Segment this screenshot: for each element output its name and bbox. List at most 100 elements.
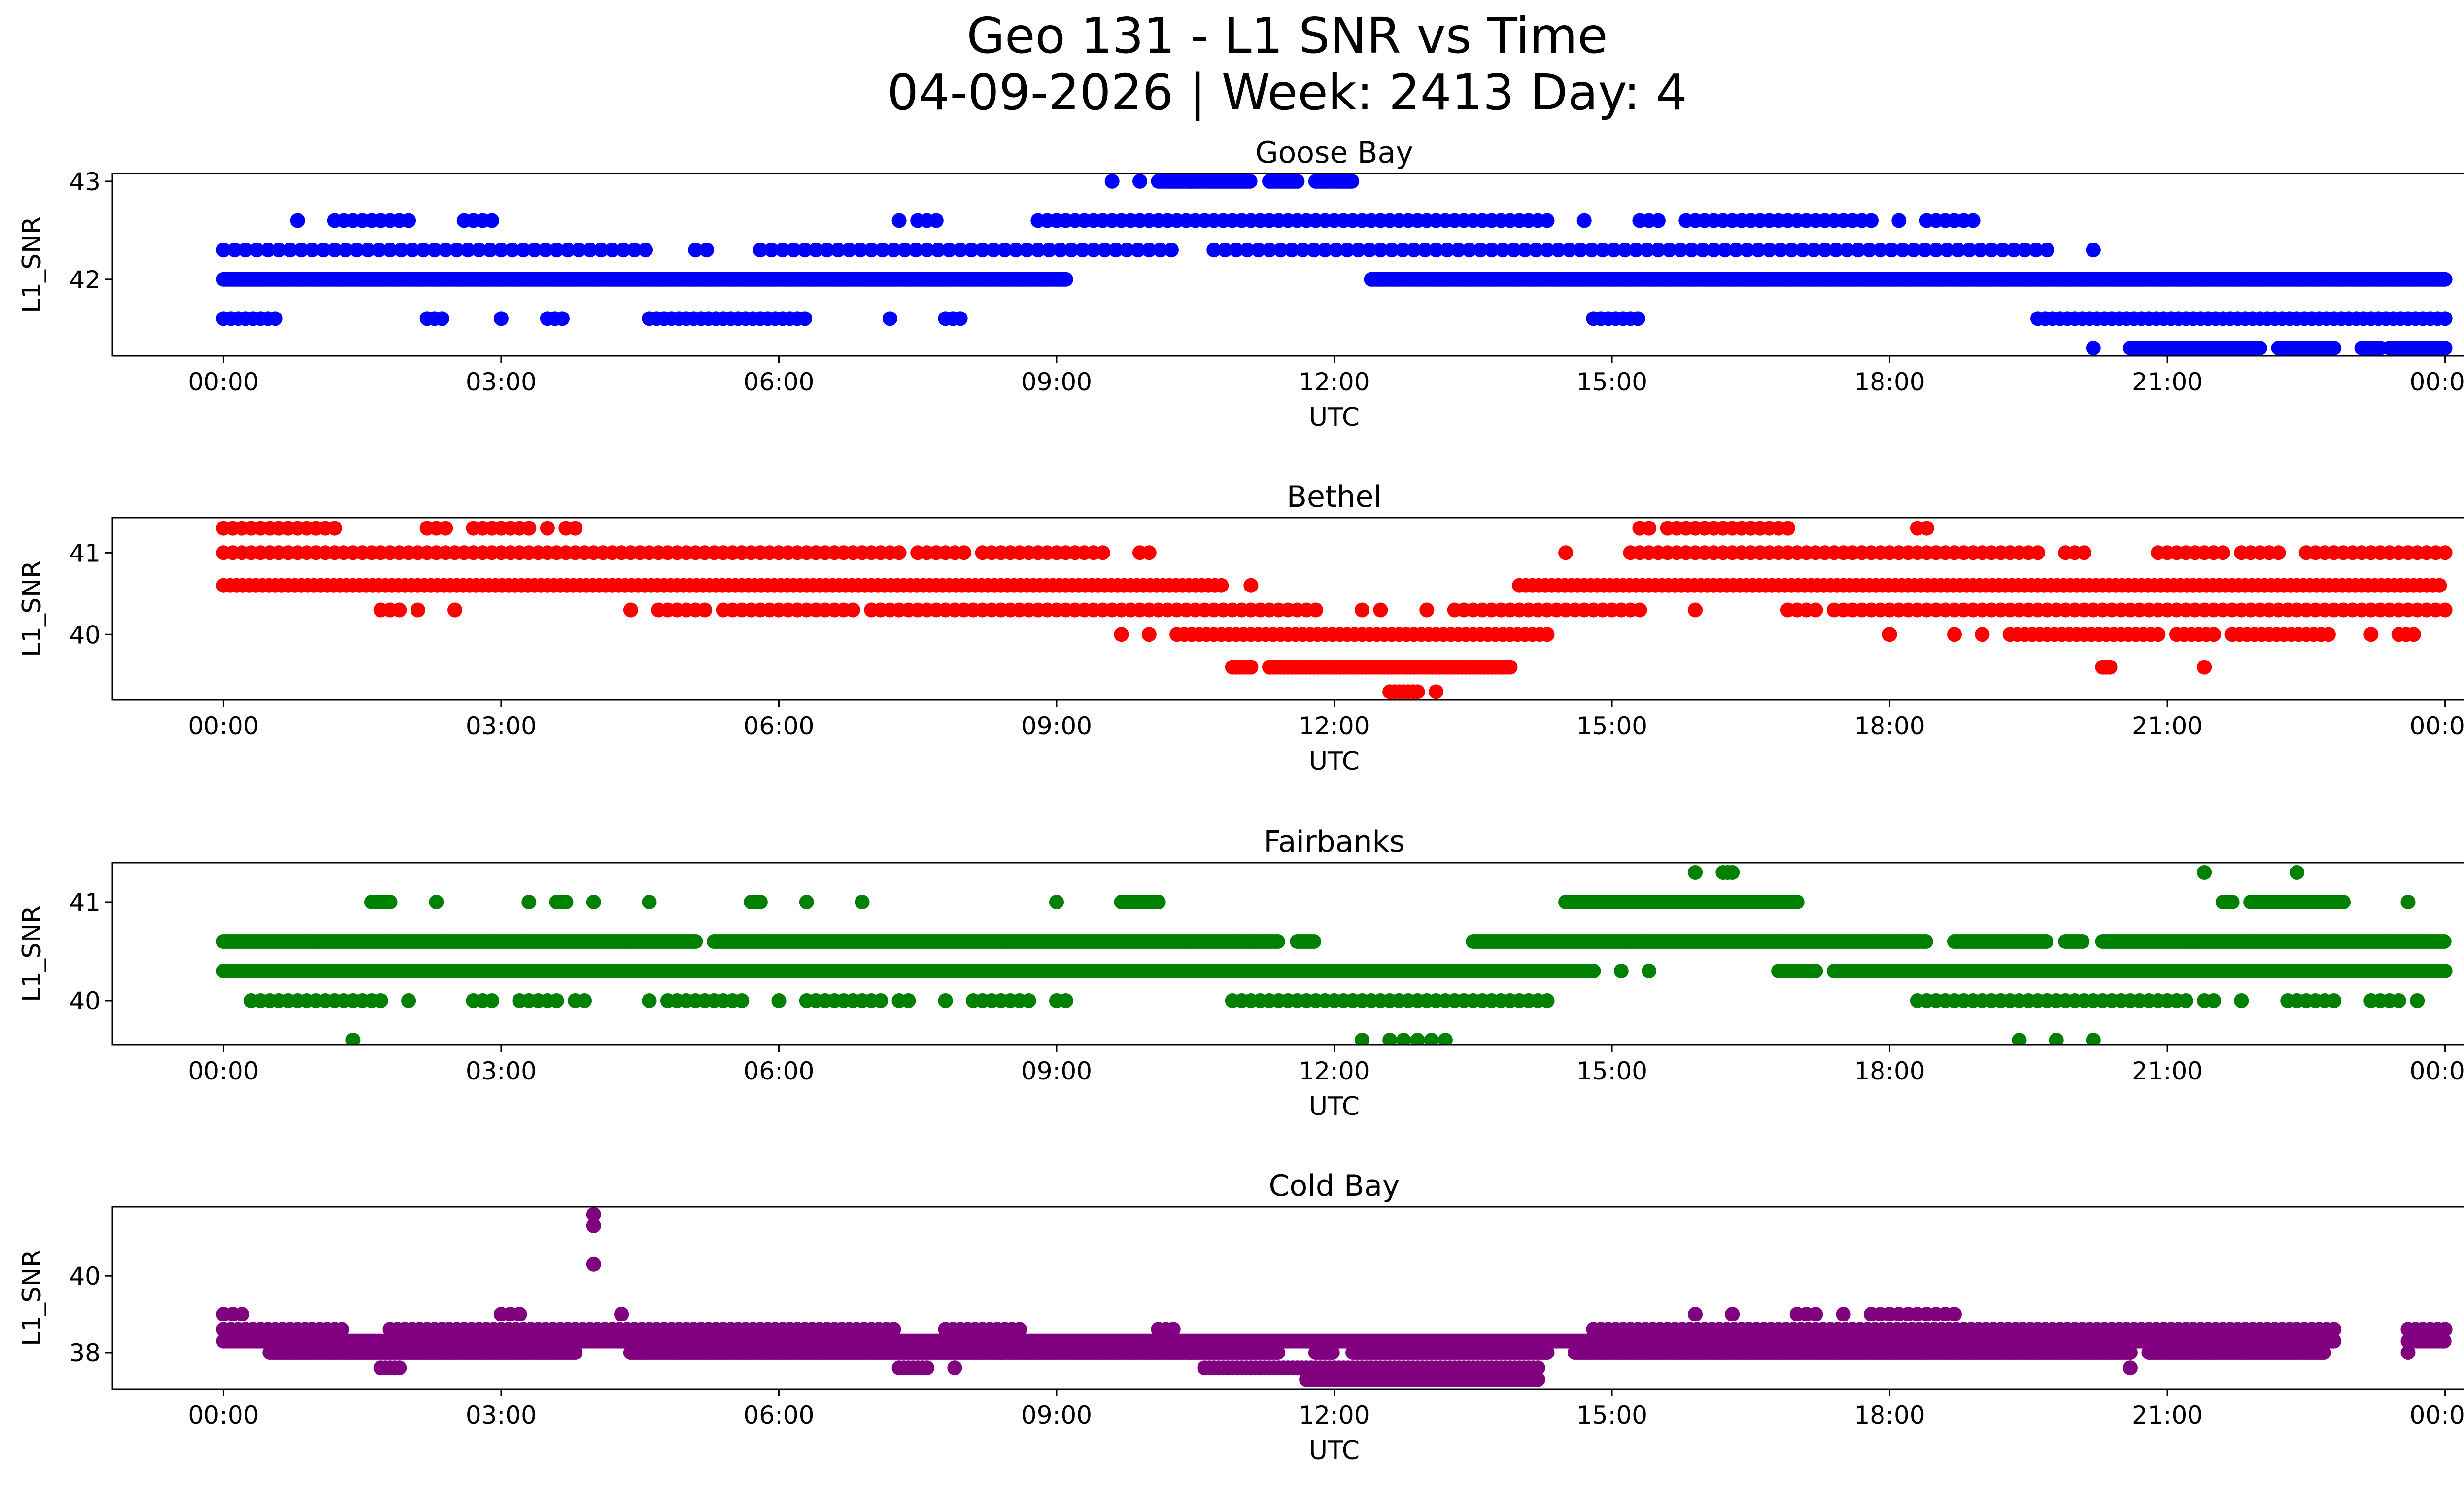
data-point: [1439, 243, 1455, 258]
data-point: [2086, 243, 2101, 258]
data-point: [1395, 243, 1410, 258]
data-point: [1684, 243, 1699, 258]
data-point: [638, 243, 653, 258]
data-point: [2006, 243, 2021, 258]
data-point: [1965, 213, 1981, 228]
data-point: [382, 895, 398, 909]
data-point: [1049, 895, 1064, 909]
data-point: [2102, 660, 2118, 675]
data-point: [1975, 627, 1990, 642]
data-point: [2437, 1322, 2453, 1337]
data-point: [808, 243, 823, 258]
data-point: [1630, 311, 1645, 326]
data-point: [1424, 1033, 1439, 1045]
data-point: [516, 243, 531, 258]
data-point: [1662, 243, 1677, 258]
data-point: [920, 243, 934, 258]
data-point: [1962, 243, 1977, 258]
scatter-points: [216, 865, 2453, 1045]
data-point: [2363, 627, 2379, 642]
data-point: [1306, 934, 1322, 949]
panel-title: Bethel: [1287, 480, 1382, 514]
data-point: [1540, 627, 1555, 642]
x-tick-label: 12:00: [1299, 712, 1369, 740]
data-point: [1012, 1322, 1027, 1337]
data-point: [605, 243, 620, 258]
data-point: [1437, 1033, 1453, 1045]
data-point: [2077, 545, 2091, 560]
data-point: [586, 895, 601, 909]
data-point: [616, 243, 631, 258]
data-point: [1817, 243, 1833, 258]
data-point: [554, 311, 570, 326]
data-point: [1095, 545, 1110, 560]
data-point: [294, 243, 309, 258]
data-point: [1021, 993, 1036, 1008]
data-point: [484, 993, 500, 1008]
data-point: [1973, 243, 1988, 258]
x-tick-label: 18:00: [1854, 712, 1925, 740]
data-point: [1617, 243, 1633, 258]
x-tick-label: 15:00: [1576, 1057, 1647, 1085]
data-point: [1410, 1033, 1425, 1045]
data-point: [975, 243, 990, 258]
data-point: [449, 243, 464, 258]
data-point: [2327, 341, 2342, 356]
data-point: [1688, 1307, 1703, 1322]
data-point: [734, 993, 750, 1008]
data-point: [1984, 243, 1999, 258]
data-point: [1917, 243, 1932, 258]
data-point: [1951, 243, 1966, 258]
data-point: [392, 602, 407, 618]
data-point: [1762, 243, 1777, 258]
data-point: [1242, 174, 1258, 189]
data-point: [1097, 243, 1112, 258]
data-point: [855, 895, 870, 909]
data-point: [1940, 243, 1954, 258]
data-point: [1243, 578, 1259, 593]
data-point: [272, 243, 287, 258]
data-point: [2151, 627, 2166, 642]
data-point: [1928, 243, 1944, 258]
data-point: [1642, 521, 1657, 536]
data-point: [797, 243, 813, 258]
data-point: [953, 311, 968, 326]
y-tick-label: 40: [69, 621, 101, 649]
data-point: [334, 1322, 349, 1337]
data-point: [1503, 660, 1518, 675]
data-point: [2049, 1033, 2064, 1045]
data-point: [1828, 243, 1844, 258]
data-point: [582, 243, 598, 258]
data-point: [2197, 865, 2212, 880]
data-point: [908, 243, 924, 258]
data-point: [986, 243, 1001, 258]
y-axis-label: L1_SNR: [17, 905, 47, 1002]
figure-title-line1: Geo 131 - L1 SNR vs Time: [967, 7, 1608, 65]
data-point: [1995, 243, 2010, 258]
y-tick-label: 40: [69, 987, 101, 1015]
data-point: [568, 521, 583, 536]
data-point: [1606, 243, 1621, 258]
data-point: [1270, 934, 1285, 949]
data-point: [401, 213, 416, 228]
data-point: [2215, 545, 2230, 560]
data-point: [345, 1033, 361, 1045]
data-point: [2327, 1322, 2342, 1337]
data-point: [282, 243, 298, 258]
x-tick-label: 00:00: [188, 712, 259, 740]
data-point: [416, 243, 431, 258]
data-point: [401, 993, 416, 1008]
x-axis-label: UTC: [1309, 747, 1360, 776]
data-point: [1262, 243, 1277, 258]
data-point: [493, 243, 509, 258]
data-point: [1214, 578, 1229, 593]
data-point: [438, 521, 453, 536]
data-point: [521, 895, 537, 909]
data-point: [2321, 627, 2336, 642]
data-point: [593, 243, 609, 258]
data-point: [1808, 602, 1823, 618]
data-point: [1873, 243, 1888, 258]
data-point: [771, 993, 787, 1008]
data-point: [327, 521, 342, 536]
data-point: [1429, 684, 1444, 699]
